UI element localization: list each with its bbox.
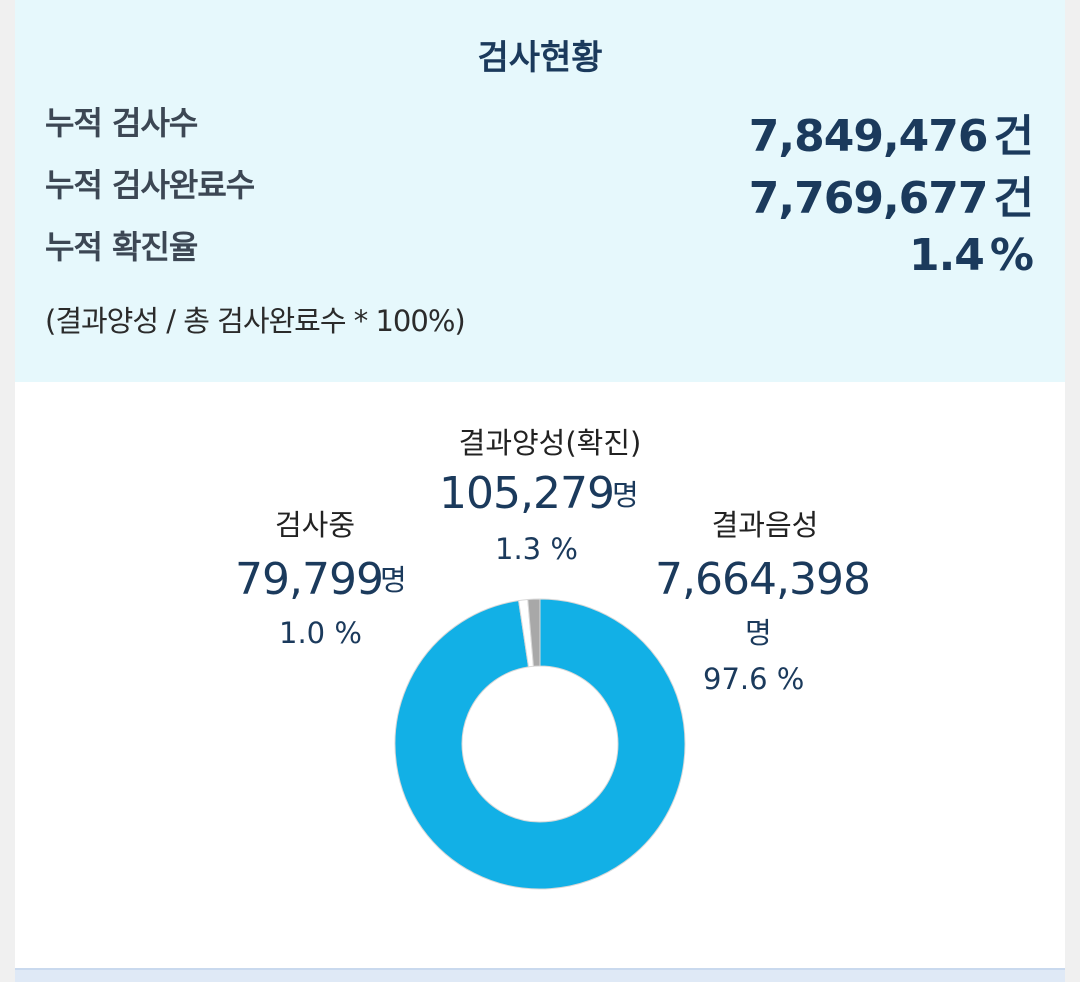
cumulative-completed-label: 누적 검사완료수	[45, 166, 255, 204]
cumulative-completed-value: 7,769,677 건	[748, 162, 1034, 226]
slice-negative	[394, 598, 686, 890]
cumulative-completed-number: 7,769,677	[748, 173, 989, 224]
positive-rate-value: 1.4%	[908, 230, 1034, 281]
result-donut-chart: 결과양성(확진) 105,279 명 1.3 % 검사중 79,799 명 1.…	[15, 382, 1065, 968]
positive-rate-unit: %	[989, 230, 1034, 281]
summary-panel: 검사현황 누적 검사수 7,849,476 건 누적 검사완료수 7,769,67…	[15, 0, 1065, 382]
cumulative-completed-unit: 건	[993, 173, 1034, 224]
positive-percent: 1.3 %	[495, 532, 578, 566]
testing-status-card: 검사현황 누적 검사수 7,849,476 건 누적 검사완료수 7,769,67…	[15, 0, 1065, 968]
cumulative-tests-unit: 건	[993, 111, 1034, 162]
testing-unit: 명	[380, 563, 407, 597]
positive-rate-formula: (결과양성 / 총 검사완료수 * 100%)	[45, 304, 466, 338]
positive-rate-label: 누적 확진율	[45, 228, 198, 266]
cumulative-tests-value: 7,849,476 건	[748, 100, 1034, 164]
cumulative-tests-number: 7,849,476	[748, 111, 989, 162]
testing-label: 검사중	[274, 508, 356, 542]
testing-percent: 1.0 %	[279, 616, 362, 650]
testing-count: 79,799	[235, 554, 384, 605]
positive-unit: 명	[612, 478, 639, 512]
negative-percent: 97.6 %	[703, 662, 805, 696]
slice-positive	[527, 598, 541, 667]
positive-count: 105,279	[439, 468, 615, 519]
negative-count: 7,664,398	[655, 554, 871, 605]
donut-svg	[394, 598, 686, 890]
next-card-edge	[15, 968, 1065, 982]
cumulative-tests-label: 누적 검사수	[45, 104, 198, 142]
summary-title: 검사현황	[477, 38, 603, 78]
negative-label: 결과음성	[711, 508, 819, 542]
positive-rate-number: 1.4	[908, 230, 985, 281]
positive-label: 결과양성(확진)	[458, 426, 642, 460]
negative-unit: 명	[745, 616, 772, 650]
